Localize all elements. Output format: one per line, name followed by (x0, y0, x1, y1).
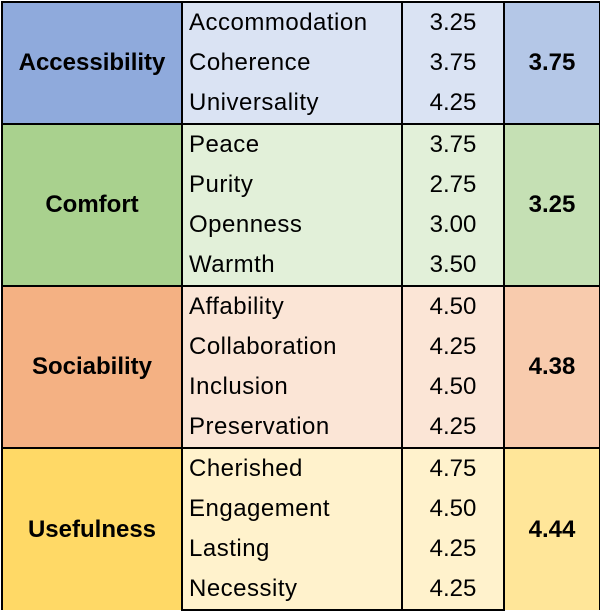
category-average-cell: 3.75 (504, 1, 600, 124)
item-score-cell: 4.25 (401, 569, 505, 611)
item-name-cell: Peace (182, 123, 402, 165)
item-name-cell: Inclusion (182, 367, 402, 407)
table-row: Warmth 3.50 (2, 245, 600, 286)
table-row: Openness 3.00 (2, 205, 600, 245)
table-row: Inclusion 4.50 (2, 367, 600, 407)
item-score-cell: 3.50 (401, 245, 505, 286)
item-score-cell: 4.25 (401, 407, 505, 448)
item-name-cell: Preservation (182, 407, 402, 448)
item-name-cell: Collaboration (182, 327, 402, 367)
item-score-cell: 3.75 (401, 43, 505, 83)
item-score-cell: 4.25 (401, 529, 505, 569)
item-name-cell: Engagement (182, 489, 402, 529)
item-name-cell: Purity (182, 165, 402, 205)
item-score-cell: 4.50 (401, 489, 505, 529)
category-cell: Sociability (1, 285, 183, 448)
item-score-cell: 4.50 (401, 367, 505, 407)
table-row: Coherence 3.75 (2, 43, 600, 83)
item-score-cell: 3.00 (401, 205, 505, 245)
table-row: Purity 2.75 (2, 165, 600, 205)
item-score-cell: 4.50 (401, 285, 505, 327)
item-name-cell: Universality (182, 83, 402, 124)
item-score-cell: 3.75 (401, 123, 505, 165)
item-score-cell: 4.25 (401, 83, 505, 124)
item-name-cell: Cherished (182, 447, 402, 489)
table-row: Universality 4.25 (2, 83, 600, 124)
item-name-cell: Lasting (182, 529, 402, 569)
item-name-cell: Affability (182, 285, 402, 327)
table-row: Comfort Peace 3.75 3.25 (1, 123, 600, 286)
table-row: Accessibility Accommodation 3.25 3.75 (1, 1, 600, 124)
table-row: Necessity 4.25 (2, 569, 600, 611)
table-row: Usefulness Cherished 4.75 4.44 (1, 447, 600, 610)
item-score-cell: 4.75 (401, 447, 505, 489)
table-row: Preservation 4.25 (2, 407, 600, 448)
item-name-cell: Accommodation (182, 1, 402, 43)
item-score-cell: 2.75 (401, 165, 505, 205)
item-name-cell: Coherence (182, 43, 402, 83)
category-cell: Comfort (1, 123, 183, 286)
item-name-cell: Openness (182, 205, 402, 245)
item-score-cell: 3.25 (401, 1, 505, 43)
table-row: Sociability Affability 4.50 4.38 (1, 285, 600, 448)
item-name-cell: Warmth (182, 245, 402, 286)
item-name-cell: Necessity (182, 569, 402, 611)
table-row: Lasting 4.25 (2, 529, 600, 569)
item-score-cell: 4.25 (401, 327, 505, 367)
category-average-cell: 4.44 (504, 447, 600, 610)
table-row: Collaboration 4.25 (2, 327, 600, 367)
category-cell: Accessibility (1, 1, 183, 124)
table-row: Engagement 4.50 (2, 489, 600, 529)
category-cell: Usefulness (1, 447, 183, 610)
category-average-cell: 3.25 (504, 123, 600, 286)
category-average-cell: 4.38 (504, 285, 600, 448)
